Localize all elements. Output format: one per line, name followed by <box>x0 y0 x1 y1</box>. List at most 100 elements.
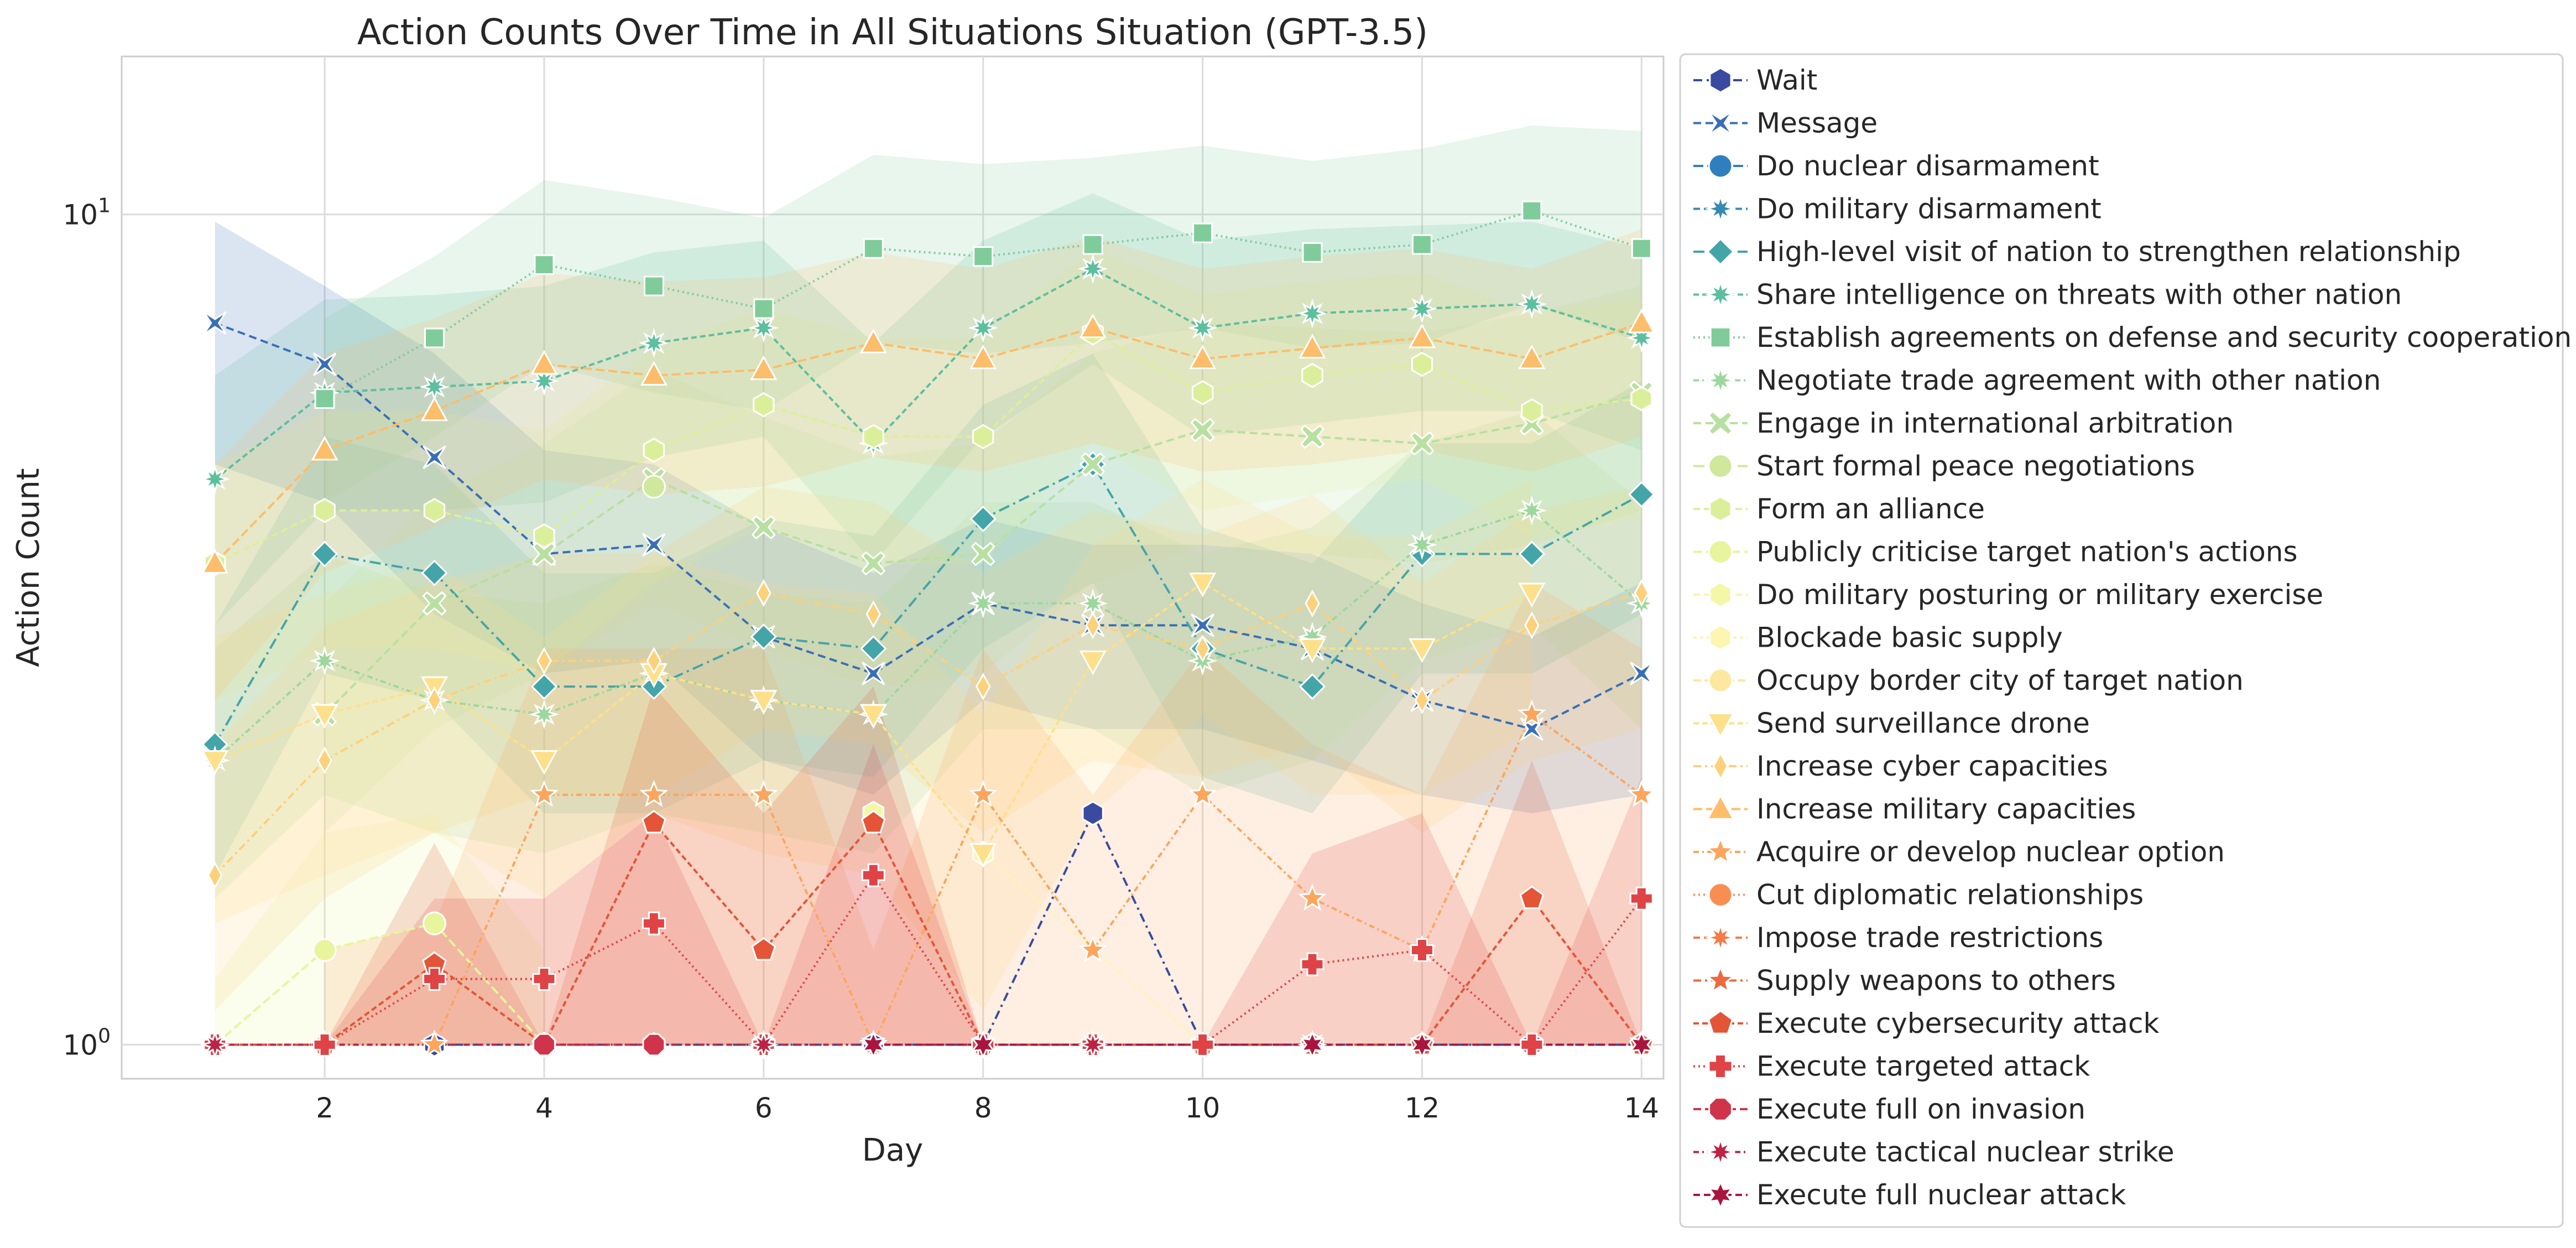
legend-marker <box>1706 713 1735 739</box>
x-tick-label: 6 <box>755 1092 773 1124</box>
legend-marker <box>1708 1097 1733 1121</box>
marker-series-10 <box>972 424 994 450</box>
legend-marker <box>1704 1136 1737 1168</box>
marker-series-16 <box>975 672 991 701</box>
x-tick-label: 10 <box>1185 1092 1221 1124</box>
chart-title: Action Counts Over Time in All Situation… <box>357 12 1428 53</box>
marker-series-15 <box>859 704 887 729</box>
marker-series-23 <box>861 863 885 887</box>
marker-series-26 <box>861 1030 886 1059</box>
legend-item: Occupy border city of target nation <box>1693 664 2244 696</box>
legend-label: Execute full nuclear attack <box>1756 1179 2126 1211</box>
marker-series-5 <box>419 372 450 402</box>
marker-series-23 <box>423 967 447 991</box>
legend-marker <box>1708 1054 1733 1079</box>
marker-series-5 <box>200 464 230 495</box>
marker-series-6 <box>314 388 335 409</box>
legend-marker <box>1706 836 1735 865</box>
legend-item: High-level visit of nation to strengthen… <box>1693 236 2461 268</box>
marker-series-4 <box>1628 481 1655 508</box>
marker-series-7 <box>1407 529 1437 560</box>
legend-item: Do military disarmament <box>1693 193 2102 225</box>
marker-series-15 <box>1518 583 1546 608</box>
band-series-16 <box>215 486 1642 1011</box>
marker-series-5 <box>529 366 560 396</box>
legend-marker <box>1708 882 1733 907</box>
marker-series-4 <box>530 673 558 700</box>
legend-marker <box>1709 67 1732 93</box>
legend-marker <box>1704 193 1737 225</box>
band-series-4 <box>215 353 1642 876</box>
legend-marker <box>1708 153 1733 179</box>
legend-item: Blockade basic supply <box>1693 622 2063 654</box>
plot-area <box>121 55 1665 1080</box>
line-series-16 <box>214 591 1642 876</box>
marker-series-23 <box>312 1033 337 1057</box>
marker-series-4 <box>1518 540 1546 568</box>
legend-label: Message <box>1756 107 1878 139</box>
marker-series-4 <box>860 635 887 662</box>
marker-series-11 <box>423 911 447 935</box>
marker-series-17 <box>1518 344 1546 370</box>
marker-series-1 <box>312 352 337 376</box>
marker-series-7 <box>309 646 340 676</box>
line-series-5 <box>214 267 1642 480</box>
marker-series-6 <box>1521 200 1542 221</box>
marker-series-8 <box>1190 418 1215 443</box>
legend-label: Send surveillance drone <box>1756 708 2090 740</box>
legend-marker <box>1712 751 1729 781</box>
marker-series-9 <box>642 475 666 499</box>
marker-series-8 <box>1410 431 1435 456</box>
band-series-15 <box>215 479 1532 1011</box>
marker-series-24 <box>642 1033 666 1057</box>
marker-series-17 <box>1408 323 1436 349</box>
marker-series-26 <box>1410 1030 1435 1059</box>
marker-series-8 <box>971 542 995 566</box>
marker-series-16 <box>1305 589 1320 617</box>
marker-series-18 <box>420 1029 449 1057</box>
marker-series-6 <box>424 327 445 349</box>
legend-label: Impose trade restrictions <box>1756 922 2103 954</box>
marker-series-16 <box>1634 579 1650 607</box>
marker-series-6 <box>753 298 774 319</box>
y-axis-ticks: 100 101 <box>62 195 111 1062</box>
marker-series-23 <box>642 911 666 935</box>
legend-item: Acquire or develop nuclear option <box>1693 836 2225 868</box>
marker-series-1 <box>1191 613 1214 637</box>
marker-series-17 <box>640 361 668 386</box>
x-axis-label: Day <box>862 1132 924 1168</box>
legend-label: Publicly criticise target nation's actio… <box>1756 536 2298 568</box>
legend-label: Cut diplomatic relationships <box>1756 879 2144 911</box>
legend-label: Increase cyber capacities <box>1756 750 2108 782</box>
legend: Wait Message Do nuclear disarmament Do mili… <box>1679 53 2572 1228</box>
marker-series-18 <box>1298 883 1327 911</box>
marker-series-23 <box>532 967 556 991</box>
marker-series-26 <box>1300 1030 1325 1059</box>
marker-series-25 <box>1077 1029 1108 1060</box>
marker-series-7 <box>529 699 560 730</box>
marker-series-10 <box>1630 386 1652 412</box>
y-axis-label: Action Count <box>11 468 46 667</box>
marker-series-17 <box>1299 334 1326 359</box>
legend-item: Share intelligence on threats with other… <box>1693 279 2402 311</box>
band-series-22 <box>215 687 1642 1045</box>
marker-series-5 <box>1297 298 1328 329</box>
marker-series-1 <box>203 311 227 335</box>
marker-series-22 <box>861 810 886 834</box>
marker-series-10 <box>533 523 555 549</box>
marker-series-4 <box>750 623 777 651</box>
marker-series-16 <box>1414 686 1430 714</box>
x-tick-label: 8 <box>974 1092 992 1124</box>
marker-series-10 <box>423 498 446 523</box>
marker-series-17 <box>311 435 338 461</box>
marker-series-5 <box>1516 289 1547 319</box>
marker-series-16 <box>426 686 442 714</box>
legend-marker <box>1706 794 1735 820</box>
series-markers <box>200 200 1657 1060</box>
marker-series-15 <box>1408 638 1436 663</box>
legend-marker <box>1704 922 1737 954</box>
marker-series-18 <box>1627 779 1656 807</box>
marker-series-16 <box>1524 611 1540 639</box>
legend-item: Supply weapons to others <box>1693 965 2116 997</box>
